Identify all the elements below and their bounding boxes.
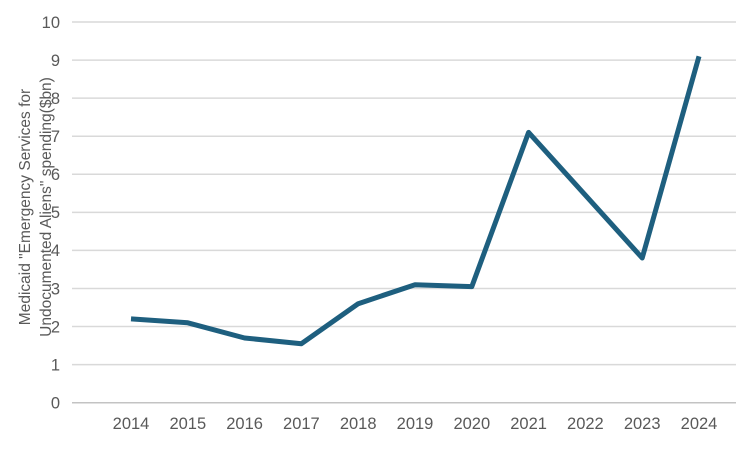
y-tick-label: 4 <box>51 242 60 260</box>
y-tick-label: 0 <box>51 394 60 412</box>
x-tick-label: 2018 <box>340 415 377 433</box>
y-tick-label: 10 <box>42 14 60 32</box>
x-axis-tick-labels: 2014 2015 2016 2017 2018 2019 2020 2021 2022 2023… <box>113 415 718 433</box>
spending-line <box>130 55 702 347</box>
y-tick-label: 3 <box>51 280 60 298</box>
y-tick-label: 7 <box>51 128 60 146</box>
gridlines-group <box>72 21 736 404</box>
y-tick-label: 2 <box>51 318 60 336</box>
data-series-group <box>130 55 702 347</box>
y-tick-label: 8 <box>51 90 60 108</box>
x-tick-label: 2019 <box>397 415 434 433</box>
x-tick-label: 2021 <box>510 415 547 433</box>
x-tick-label: 2023 <box>624 415 661 433</box>
y-axis-tick-labels: 0 1 2 3 4 5 6 7 8 9 10 <box>42 14 60 413</box>
x-tick-label: 2024 <box>681 415 718 433</box>
x-tick-label: 2015 <box>169 415 206 433</box>
y-tick-label: 9 <box>51 52 60 70</box>
x-tick-label: 2014 <box>113 415 150 433</box>
y-tick-label: 6 <box>51 166 60 184</box>
y-tick-label: 5 <box>51 204 60 222</box>
x-tick-label: 2017 <box>283 415 320 433</box>
x-tick-label: 2020 <box>453 415 490 433</box>
x-tick-label: 2022 <box>567 415 604 433</box>
x-tick-label: 2016 <box>226 415 263 433</box>
y-tick-label: 1 <box>51 356 60 374</box>
